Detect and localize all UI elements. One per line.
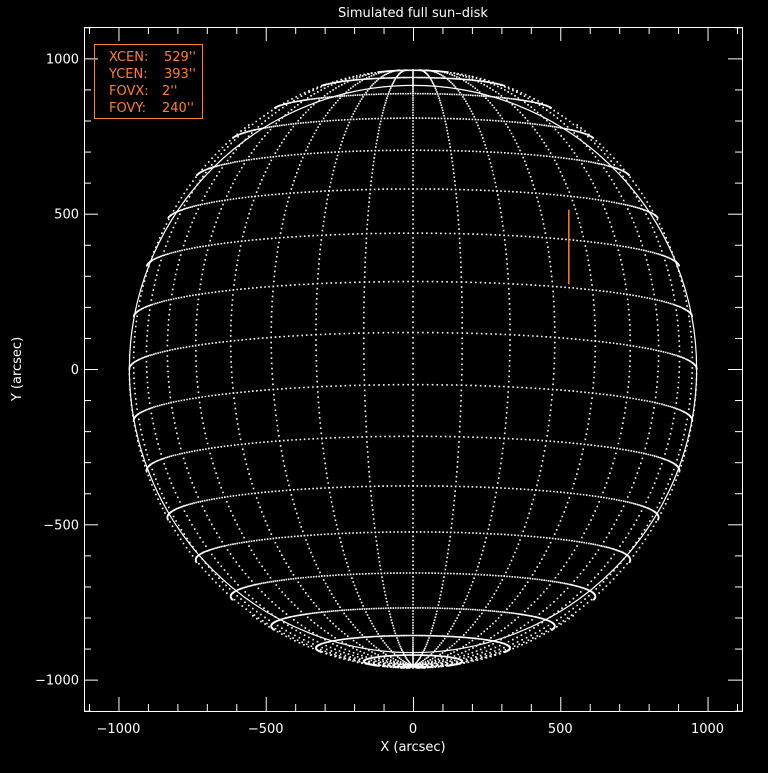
legend-value-ycen: 393''	[164, 67, 196, 82]
y-tick-label: −500	[43, 518, 79, 533]
x-tick-label: 1000	[691, 722, 724, 737]
x-axis-label: X (arcsec)	[380, 740, 445, 755]
y-tick-label: −1000	[35, 674, 79, 689]
legend-label-fovy: FOVY:	[109, 101, 146, 116]
legend-value-fovx: 2''	[162, 84, 177, 99]
y-tick-label: 500	[54, 208, 79, 223]
legend-label-xcen: XCEN:	[109, 50, 148, 65]
legend-label-fovx: FOVX:	[109, 84, 149, 99]
chart-title: Simulated full sun–disk	[338, 6, 488, 21]
y-tick-label: 0	[71, 363, 79, 378]
y-tick-label: 1000	[46, 52, 79, 67]
legend-value-xcen: 529''	[164, 50, 196, 65]
y-axis-label: Y (arcsec)	[10, 337, 25, 402]
legend-value-fovy: 240''	[162, 101, 194, 116]
x-tick-label: −1000	[96, 722, 140, 737]
legend-label-ycen: YCEN:	[108, 67, 148, 82]
x-tick-label: 0	[409, 722, 417, 737]
x-tick-label: −500	[248, 722, 284, 737]
x-tick-label: 500	[548, 722, 573, 737]
